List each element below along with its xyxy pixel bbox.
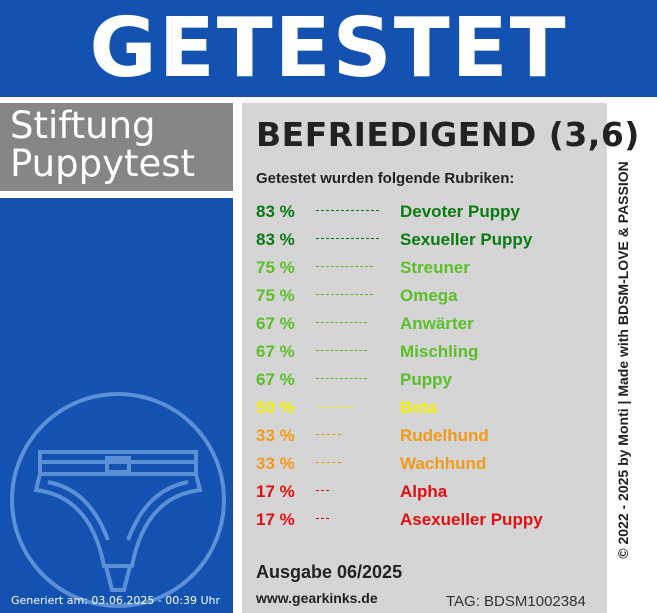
side-credit-text: © 2022 - 2025 by Monti | Made with BDSM-… bbox=[615, 161, 631, 559]
rubric-row: 67 % Puppy bbox=[256, 367, 596, 395]
rubric-percent: 33 % bbox=[256, 454, 295, 473]
rubric-row: 33 % Wachhund bbox=[256, 451, 596, 479]
rubric-list: 83 % Devoter Puppy 83 % Sexueller Puppy 75 %… bbox=[256, 199, 596, 535]
rubric-row: 67 % Anwärter bbox=[256, 311, 596, 339]
rubric-leader-line bbox=[316, 322, 367, 323]
rubric-name: Puppy bbox=[400, 370, 452, 389]
rating-title: BEFRIEDIGEND (3,6) bbox=[256, 115, 640, 154]
rubric-leader-line bbox=[316, 434, 341, 435]
generated-date: Generiert am: 03.06.2025 - 00:39 Uhr bbox=[11, 594, 221, 607]
brand-line-1: Stiftung bbox=[10, 104, 156, 147]
website-link[interactable]: www.gearkinks.de bbox=[256, 590, 378, 606]
rubric-percent: 67 % bbox=[256, 370, 295, 389]
rubric-name: Omega bbox=[400, 286, 458, 305]
briefs-icon bbox=[10, 392, 226, 608]
brand-box: Stiftung Puppytest bbox=[0, 103, 233, 191]
rubric-leader-line bbox=[316, 294, 373, 295]
rubric-percent: 17 % bbox=[256, 482, 295, 501]
rubric-row: 33 % Rudelhund bbox=[256, 423, 596, 451]
rubric-name: Beta bbox=[400, 398, 437, 417]
rubric-percent: 83 % bbox=[256, 202, 295, 221]
rubric-name: Alpha bbox=[400, 482, 448, 501]
rubric-leader-line bbox=[316, 406, 354, 407]
header-title: GETESTET bbox=[0, 0, 657, 97]
edition-label: Ausgabe 06/2025 bbox=[256, 562, 403, 582]
rubric-leader-line bbox=[316, 490, 329, 491]
rubric-name: Rudelhund bbox=[400, 426, 489, 445]
rubric-leader-line bbox=[316, 518, 329, 519]
left-panel bbox=[0, 198, 233, 613]
rubric-leader-line bbox=[316, 210, 379, 211]
rubric-name: Wachhund bbox=[400, 454, 487, 473]
rubric-row: 50 % Beta bbox=[256, 395, 596, 423]
header-divider bbox=[0, 97, 657, 103]
brand-line-2: Puppytest bbox=[10, 142, 196, 185]
rubric-name: Mischling bbox=[400, 342, 479, 361]
result-card: BEFRIEDIGEND (3,6) Getestet wurden folge… bbox=[242, 103, 639, 613]
rubric-name: Devoter Puppy bbox=[400, 202, 520, 221]
rubric-row: 17 % Alpha bbox=[256, 479, 596, 507]
rubric-percent: 50 % bbox=[256, 398, 295, 417]
rubric-name: Asexueller Puppy bbox=[400, 510, 543, 529]
rubric-leader-line bbox=[316, 350, 367, 351]
rubric-name: Anwärter bbox=[400, 314, 474, 333]
rubric-leader-line bbox=[316, 238, 379, 239]
rubric-percent: 33 % bbox=[256, 426, 295, 445]
rubric-percent: 67 % bbox=[256, 342, 295, 361]
rubric-percent: 67 % bbox=[256, 314, 295, 333]
rubric-row: 75 % Omega bbox=[256, 283, 596, 311]
rubric-leader-line bbox=[316, 266, 373, 267]
tag-label: TAG: BDSM1002384 bbox=[446, 593, 586, 610]
rubric-name: Streuner bbox=[400, 258, 470, 277]
rubric-name: Sexueller Puppy bbox=[400, 230, 533, 249]
rubric-row: 17 % Asexueller Puppy bbox=[256, 507, 596, 535]
rubric-percent: 75 % bbox=[256, 286, 295, 305]
rubric-row: 67 % Mischling bbox=[256, 339, 596, 367]
rubric-leader-line bbox=[316, 378, 367, 379]
rubric-percent: 17 % bbox=[256, 510, 295, 529]
rubric-row: 75 % Streuner bbox=[256, 255, 596, 283]
side-credit: © 2022 - 2025 by Monti | Made with BDSM-… bbox=[612, 110, 634, 610]
rubric-leader-line bbox=[316, 462, 341, 463]
rubrics-subtitle: Getestet wurden folgende Rubriken: bbox=[256, 170, 515, 187]
rubric-percent: 83 % bbox=[256, 230, 295, 249]
rubric-row: 83 % Sexueller Puppy bbox=[256, 227, 596, 255]
rubric-row: 83 % Devoter Puppy bbox=[256, 199, 596, 227]
rubric-percent: 75 % bbox=[256, 258, 295, 277]
